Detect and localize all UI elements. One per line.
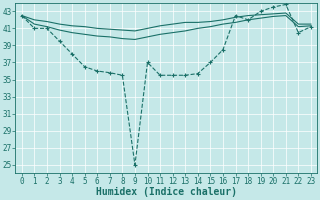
X-axis label: Humidex (Indice chaleur): Humidex (Indice chaleur) <box>96 187 237 197</box>
